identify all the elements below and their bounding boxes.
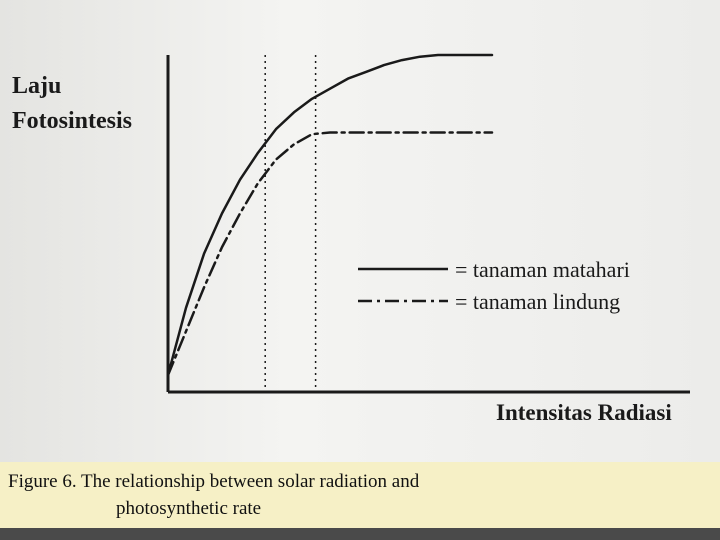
legend: = tanaman matahari = tanaman lindung <box>358 257 630 314</box>
series-lines <box>166 53 494 377</box>
y-axis-label-line1: Laju <box>12 73 61 99</box>
caption-text: Figure 6. The relationship between solar… <box>8 468 708 522</box>
y-axis-label-line2: Fotosintesis <box>12 108 132 134</box>
reference-lines <box>264 55 317 392</box>
y-axis-label: Laju Fotosintesis <box>12 73 132 134</box>
legend-label-sun-plant: = tanaman matahari <box>455 257 630 282</box>
legend-label-shade-plant: = tanaman lindung <box>455 289 620 314</box>
caption-line-1: Figure 6. The relationship between solar… <box>8 471 420 492</box>
figure-caption: Figure 6. The relationship between solar… <box>0 462 720 528</box>
photosynthesis-chart: Laju Fotosintesis = tanaman matahari = t… <box>12 53 690 425</box>
series-line-sun-plant <box>166 53 494 377</box>
x-axis-label: Intensitas Radiasi <box>496 400 672 425</box>
scanned-figure-background <box>0 0 720 462</box>
caption-line-2: photosynthetic rate <box>116 498 262 519</box>
series-line-shade-plant <box>166 131 494 377</box>
bottom-bar <box>0 528 720 540</box>
